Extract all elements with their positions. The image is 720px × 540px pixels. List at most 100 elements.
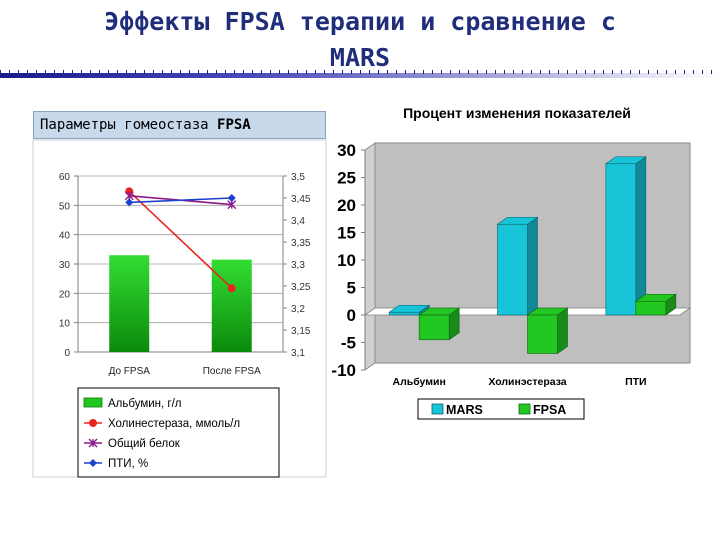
- ruler-tick: [621, 70, 622, 74]
- left-legend-box: [77, 387, 280, 478]
- bar-front: [635, 300, 667, 316]
- bar-front: [418, 314, 450, 341]
- ruler-tick: [378, 70, 379, 74]
- line-point: [227, 284, 236, 293]
- ruler-tick: [270, 70, 271, 74]
- slide-title-line-2: MARS: [329, 43, 391, 72]
- right-y-tick-label: 10: [337, 251, 356, 270]
- right-axis-tick-label: 3,1: [291, 348, 305, 359]
- bar-albumin: [109, 255, 150, 352]
- legend-label: FPSA: [533, 403, 566, 417]
- ruler-tick: [216, 70, 217, 74]
- ruler-tick: [495, 70, 496, 74]
- ruler-tick: [36, 70, 37, 74]
- legend-swatch-marker: [89, 459, 97, 467]
- right-chart-title: Процент изменения показателей: [403, 105, 631, 121]
- ruler-tick: [396, 70, 397, 74]
- ruler-tick: [243, 70, 244, 74]
- ruler-tick: [54, 70, 55, 74]
- left-x-tick-label: После FPSA: [203, 366, 261, 377]
- left-axis-tick-label: 0: [64, 348, 70, 359]
- legend-label: ПТИ, %: [108, 458, 148, 470]
- section-label-bold: FPSA: [217, 117, 251, 133]
- right-axis-tick-label: 3,5: [291, 172, 305, 183]
- ruler-tick: [162, 70, 163, 74]
- left-axis-tick-label: 50: [59, 201, 71, 212]
- right-axis-tick-label: 3,35: [291, 238, 311, 249]
- ruler-tick: [459, 70, 460, 74]
- ruler-tick: [486, 70, 487, 74]
- ruler-tick: [513, 70, 514, 74]
- ruler-tick: [387, 70, 388, 74]
- ruler-tick: [81, 70, 82, 74]
- slide-title: Эффекты FPSA терапии и сравнение с MARS: [0, 4, 720, 76]
- ruler-tick: [225, 70, 226, 74]
- ruler-tick: [612, 70, 613, 74]
- ruler-tick: [153, 70, 154, 74]
- right-y-tick-label: 5: [347, 279, 356, 298]
- homeostasis-chart: 0 10 20 30 40 50 60 3,1 3,15 3,2 3,25 3,3 3,35 3,4 3,4…: [32, 139, 327, 478]
- left-legend: Альбумин, г/л Холинестераза, ммоль/л Общий…: [77, 387, 280, 478]
- ruler-tick: [369, 70, 370, 74]
- legend-label: Холинестераза, ммоль/л: [108, 418, 240, 430]
- title-underline: [0, 73, 720, 78]
- ruler-tick: [324, 70, 325, 74]
- bar-side: [527, 216, 538, 316]
- right-y-tick-label: 15: [337, 224, 356, 243]
- right-y-tick-label: 0: [347, 306, 356, 325]
- left-axis-tick-label: 60: [59, 172, 71, 183]
- right-axis-tick-label: 3,25: [291, 282, 311, 293]
- ruler-tick: [45, 70, 46, 74]
- ruler-tick: [675, 70, 676, 74]
- line-series: [128, 190, 233, 289]
- ruler-tick: [468, 70, 469, 74]
- ruler-tick: [594, 70, 595, 74]
- title-ruler-ticks: [0, 70, 720, 74]
- ruler-tick: [504, 70, 505, 74]
- right-x-tick-label: Альбумин: [393, 376, 446, 388]
- right-x-tick-label: ПТИ: [625, 376, 647, 388]
- ruler-tick: [405, 70, 406, 74]
- slide-title-line-1: Эффекты FPSA терапии и сравнение с: [104, 7, 616, 36]
- left-x-tick-label: До FPSA: [109, 366, 151, 377]
- right-axis-tick-label: 3,4: [291, 216, 305, 227]
- right-legend-box: [417, 398, 585, 420]
- ruler-tick: [99, 70, 100, 74]
- bar-front: [605, 163, 637, 316]
- legend-label: Альбумин, г/л: [108, 398, 182, 410]
- right-legend: MARS FPSA: [417, 398, 585, 420]
- ruler-tick: [423, 70, 424, 74]
- ruler-tick: [342, 70, 343, 74]
- ruler-tick: [126, 70, 127, 74]
- ruler-tick: [189, 70, 190, 74]
- legend-swatch: [431, 403, 444, 415]
- ruler-tick: [171, 70, 172, 74]
- line-series: [129, 197, 232, 204]
- ruler-tick: [288, 70, 289, 74]
- ruler-tick: [531, 70, 532, 74]
- ruler-tick: [684, 70, 685, 74]
- ruler-tick: [702, 70, 703, 74]
- left-axis-tick-label: 30: [59, 260, 71, 271]
- right-y-tick-label: 30: [337, 141, 356, 160]
- ruler-tick: [297, 70, 298, 74]
- ruler-tick: [477, 70, 478, 74]
- ruler-tick: [144, 70, 145, 74]
- ruler-tick: [648, 70, 649, 74]
- ruler-tick: [306, 70, 307, 74]
- ruler-tick: [567, 70, 568, 74]
- right-y-tick-label: 25: [337, 169, 356, 188]
- section-label: Параметры гомеостаза FPSA: [33, 111, 326, 139]
- ruler-tick: [711, 70, 712, 74]
- legend-swatch: [518, 403, 531, 415]
- ruler-tick: [279, 70, 280, 74]
- ruler-tick: [198, 70, 199, 74]
- line-point: [227, 194, 236, 202]
- right-y-tick-label: 20: [337, 196, 356, 215]
- ruler-tick: [315, 70, 316, 74]
- ruler-tick: [63, 70, 64, 74]
- ruler-tick: [117, 70, 118, 74]
- ruler-tick: [639, 70, 640, 74]
- ruler-tick: [414, 70, 415, 74]
